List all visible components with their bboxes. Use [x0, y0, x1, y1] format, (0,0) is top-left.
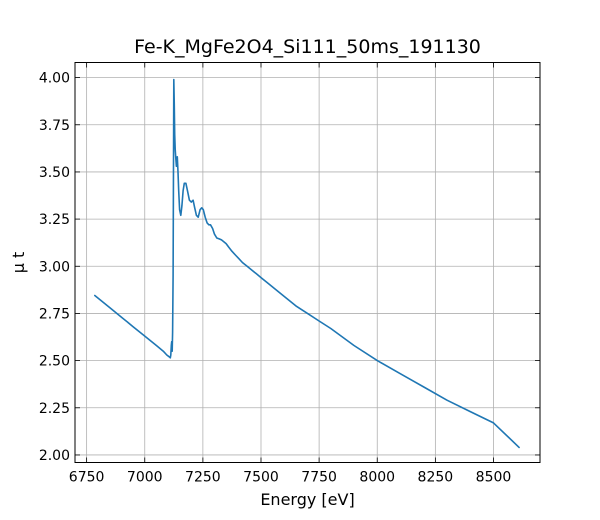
y-axis-label: μ t [9, 252, 28, 274]
y-tick-label: 2.75 [39, 306, 70, 322]
y-tick-label: 2.00 [39, 448, 70, 464]
plot-frame [74, 62, 541, 463]
x-tick-label: 8000 [359, 470, 395, 486]
y-tick-label: 3.75 [39, 118, 70, 134]
y-tick-label: 4.00 [39, 71, 70, 87]
x-tick-label: 6750 [69, 470, 105, 486]
x-tick-label: 7250 [185, 470, 221, 486]
x-tick-label: 8250 [418, 470, 454, 486]
series-line [94, 78, 520, 449]
tick-labels: 6750 7000 7250 7500 7750 8000 8250 8500 2.00 2.25… [39, 71, 511, 486]
chart-title: Fe-K_MgFe2O4_Si111_50ms_191130 [134, 36, 481, 58]
ticks [75, 62, 540, 463]
y-tick-label: 3.00 [39, 259, 70, 275]
x-tick-label: 8500 [476, 470, 512, 486]
y-tick-label: 2.25 [39, 401, 70, 417]
x-tick-label: 7500 [243, 470, 279, 486]
y-tick-label: 3.25 [39, 212, 70, 228]
x-tick-label: 7000 [127, 470, 163, 486]
y-tick-label: 2.50 [39, 354, 70, 370]
x-tick-label: 7750 [301, 470, 337, 486]
x-axis-label: Energy [eV] [260, 490, 354, 509]
grid [75, 62, 540, 463]
y-tick-label: 3.50 [39, 165, 70, 181]
series-layer [94, 78, 520, 449]
